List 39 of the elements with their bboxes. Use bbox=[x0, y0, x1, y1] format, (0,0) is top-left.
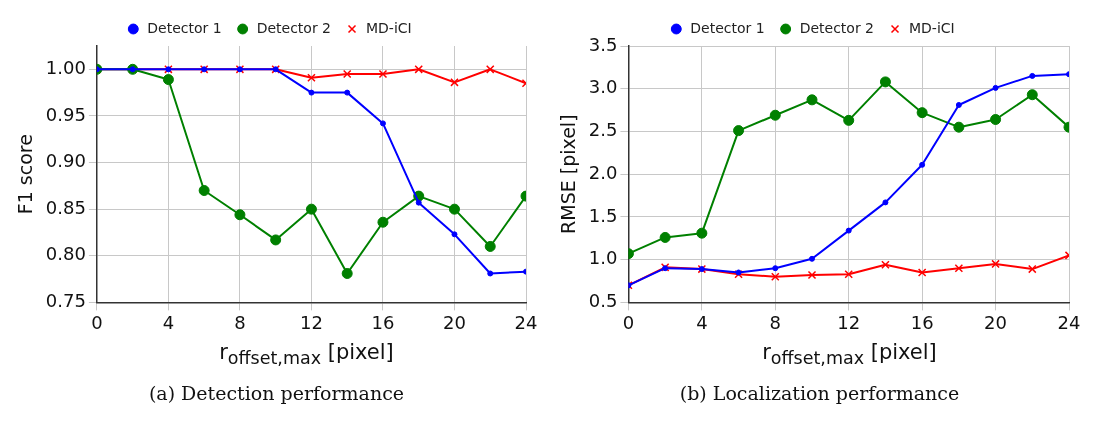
legend-label: Detector 2 bbox=[256, 19, 331, 36]
legend-label: MD-iCI bbox=[908, 19, 955, 36]
y-axis-title: RMSE [pixel] bbox=[556, 114, 579, 234]
x-tick-label: 12 bbox=[299, 311, 323, 333]
y-tick-label: 0.75 bbox=[45, 290, 86, 312]
x-axis-title: r$_{offset,max}$ [pixel] bbox=[219, 340, 394, 369]
y-tick-label: 3.0 bbox=[588, 76, 617, 98]
text: (a) Detection performance bbox=[148, 382, 405, 405]
y-tick-label: 1.0 bbox=[588, 247, 617, 269]
legend-label: Detector 2 bbox=[799, 19, 874, 36]
x-tick-label: 0 bbox=[90, 311, 103, 333]
legend-label: Detector 1 bbox=[689, 19, 765, 36]
y-tick-label: 2.0 bbox=[588, 161, 617, 183]
x-tick-label: 12 bbox=[836, 311, 860, 333]
y-tick-label: 1.00 bbox=[45, 56, 86, 78]
y-tick-label: 0.85 bbox=[45, 196, 86, 218]
text: (b) Localization performance bbox=[679, 382, 960, 405]
x-tick-label: 16 bbox=[910, 311, 934, 333]
legend-label: Detector 1 bbox=[146, 19, 222, 36]
x-tick-label: 24 bbox=[514, 311, 537, 333]
y-tick-label: 0.95 bbox=[45, 103, 86, 125]
legend-label: MD-iCI bbox=[365, 19, 412, 36]
x-tick-label: 16 bbox=[371, 311, 394, 333]
x-axis-title: r$_{offset,max}$ [pixel] bbox=[762, 340, 937, 369]
x-tick-label: 20 bbox=[983, 311, 1007, 333]
y-tick-label: 3.5 bbox=[588, 33, 617, 55]
x-tick-label: 4 bbox=[162, 311, 174, 333]
x-tick-label: 8 bbox=[233, 311, 246, 333]
x-tick-label: 24 bbox=[1057, 311, 1080, 333]
y-tick-label: 0.90 bbox=[45, 150, 86, 172]
y-tick-label: 2.5 bbox=[588, 119, 617, 141]
x-tick-label: 8 bbox=[769, 311, 781, 333]
y-tick-label: 0.80 bbox=[45, 243, 86, 265]
x-tick-label: 4 bbox=[695, 311, 708, 333]
y-axis-title: F1 score bbox=[13, 134, 36, 215]
x-tick-label: 20 bbox=[442, 311, 466, 333]
y-tick-label: 0.5 bbox=[588, 290, 617, 312]
y-tick-label: 1.5 bbox=[588, 204, 617, 226]
x-tick-label: 0 bbox=[622, 311, 634, 333]
